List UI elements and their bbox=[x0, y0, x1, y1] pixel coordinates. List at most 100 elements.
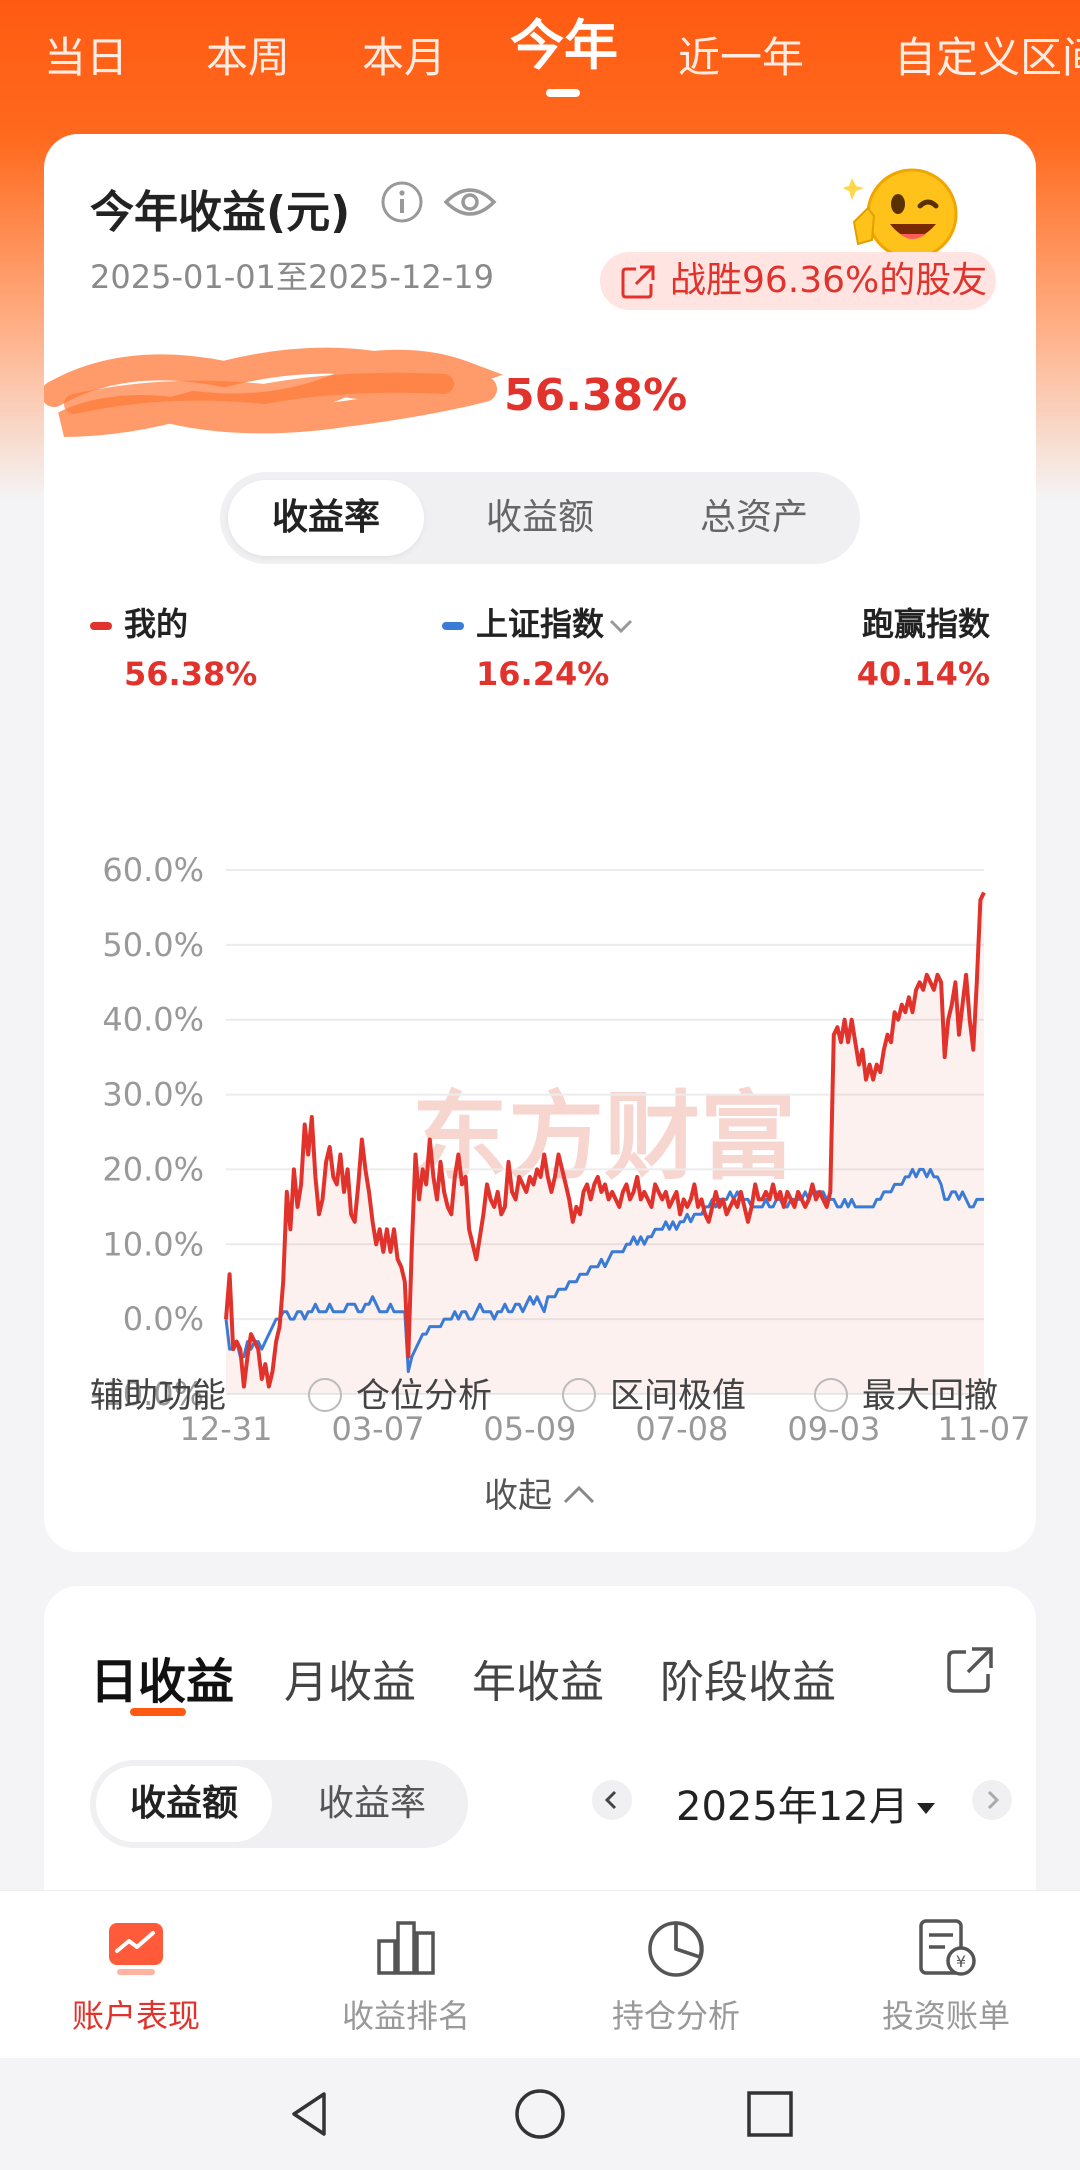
x-tick-label: 09-03 bbox=[787, 1410, 880, 1448]
returns-tab-indicator bbox=[130, 1708, 186, 1716]
period-tabs: 当日 本周 本月 今年 近一年 自定义区间 bbox=[0, 0, 1080, 120]
radio-icon[interactable] bbox=[308, 1378, 342, 1412]
aux-functions-label: 辅助功能 bbox=[90, 1376, 226, 1416]
summary-card: 今年收益(元) 2025-01-01至2025-12-19 战胜96.36%的股… bbox=[44, 134, 1036, 1552]
bar-ranking-icon bbox=[377, 1921, 435, 1975]
x-tick-label: 12-31 bbox=[180, 1410, 273, 1448]
export-icon[interactable] bbox=[944, 1644, 996, 1696]
metric-segmented-control: 收益率 收益额 总资产 bbox=[220, 472, 860, 564]
month-selector[interactable]: 2025年12月 bbox=[676, 1774, 935, 1832]
legend-mine-swatch bbox=[90, 622, 112, 630]
prev-month-button[interactable] bbox=[592, 1780, 632, 1820]
legend-index-swatch bbox=[442, 622, 464, 630]
hidden-amount-scribble bbox=[44, 347, 503, 437]
month-label: 2025年12月 bbox=[676, 1784, 909, 1830]
next-month-button[interactable] bbox=[972, 1780, 1012, 1820]
period-tab-month[interactable]: 本月 bbox=[362, 33, 447, 82]
recents-icon[interactable] bbox=[742, 2086, 798, 2142]
legend-outperform: 跑赢指数 40.14% bbox=[804, 604, 990, 694]
total-return-percent: 56.38% bbox=[504, 370, 688, 421]
date-range: 2025-01-01至2025-12-19 bbox=[90, 258, 494, 296]
bottom-nav-account-performance[interactable]: 账户表现 bbox=[36, 1917, 236, 2037]
chevron-right-icon bbox=[987, 1790, 1000, 1810]
aux-option-drawdown[interactable]: 最大回撤 bbox=[814, 1368, 998, 1417]
series-line-index bbox=[224, 1167, 984, 1373]
wink-emoji-icon bbox=[844, 168, 958, 260]
returns-tab-daily[interactable]: 日收益 bbox=[90, 1654, 235, 1710]
caret-down-icon bbox=[916, 1803, 935, 1814]
legend-index-label: 上证指数 bbox=[476, 605, 605, 643]
bottom-nav-investment-bill[interactable]: ¥ 投资账单 bbox=[846, 1917, 1046, 2037]
y-tick-label: 20.0% bbox=[102, 1150, 204, 1188]
y-tick-label: 0.0% bbox=[123, 1300, 204, 1338]
chart-trend-icon bbox=[109, 1923, 163, 1975]
chevron-up-icon bbox=[563, 1485, 595, 1504]
bottom-nav-label: 持仓分析 bbox=[611, 1997, 740, 2035]
home-icon[interactable] bbox=[512, 2086, 568, 2142]
chevron-left-icon bbox=[604, 1790, 617, 1810]
period-tab-custom[interactable]: 自定义区间 bbox=[894, 33, 1080, 82]
bottom-nav-holdings-analysis[interactable]: 持仓分析 bbox=[576, 1917, 776, 2037]
watermark-text: 东方财富 bbox=[412, 1081, 796, 1193]
period-tab-last-year[interactable]: 近一年 bbox=[678, 33, 805, 82]
bottom-nav-label: 收益排名 bbox=[341, 1997, 470, 2035]
y-tick-label: 30.0% bbox=[102, 1076, 204, 1114]
bottom-nav: 账户表现 收益排名 持仓分析 ¥ 投资账单 bbox=[0, 1890, 1080, 2058]
legend-index-value: 16.24% bbox=[476, 655, 610, 693]
eye-icon[interactable] bbox=[442, 182, 498, 222]
aux-option-extremes[interactable]: 区间极值 bbox=[562, 1368, 746, 1417]
month-navigator: 2025年12月 bbox=[592, 1772, 1012, 1836]
x-tick-label: 03-07 bbox=[331, 1410, 424, 1448]
metric-tab-return-amount[interactable]: 收益额 bbox=[485, 497, 594, 538]
aux-functions-row: 辅助功能 仓位分析 区间极值 最大回撤 bbox=[90, 1360, 1010, 1416]
legend-outperform-label: 跑赢指数 bbox=[861, 605, 990, 643]
period-tab-year[interactable]: 今年 bbox=[510, 14, 618, 77]
chevron-down-icon[interactable] bbox=[608, 616, 634, 636]
metric-tab-return-rate[interactable]: 收益率 bbox=[228, 480, 424, 556]
period-tab-today[interactable]: 当日 bbox=[44, 33, 129, 82]
legend-index[interactable]: 上证指数 16.24% bbox=[442, 604, 634, 694]
collapse-button[interactable]: 收起 bbox=[484, 1468, 596, 1517]
collapse-label: 收起 bbox=[484, 1476, 552, 1516]
system-nav-bar bbox=[0, 2058, 1080, 2170]
x-tick-label: 07-08 bbox=[635, 1410, 728, 1448]
metric-tab-total-assets[interactable]: 总资产 bbox=[699, 497, 808, 538]
beat-percent-badge[interactable]: 战胜96.36%的股友 bbox=[600, 252, 996, 310]
aux-option-position-label: 仓位分析 bbox=[356, 1376, 492, 1416]
aux-option-extremes-label: 区间极值 bbox=[610, 1376, 746, 1416]
returns-toggle-amount[interactable]: 收益额 bbox=[96, 1766, 272, 1842]
y-tick-label: 60.0% bbox=[102, 851, 204, 889]
returns-metric-toggle: 收益额 收益率 bbox=[90, 1760, 468, 1848]
period-tab-indicator bbox=[546, 89, 580, 97]
beat-percent-text: 战胜96.36%的股友 bbox=[670, 260, 988, 301]
y-tick-label: 50.0% bbox=[102, 926, 204, 964]
back-icon[interactable] bbox=[282, 2086, 338, 2142]
radio-icon[interactable] bbox=[814, 1378, 848, 1412]
returns-toggle-rate[interactable]: 收益率 bbox=[317, 1783, 426, 1824]
aux-option-drawdown-label: 最大回撤 bbox=[862, 1376, 998, 1416]
bottom-nav-label: 账户表现 bbox=[71, 1997, 200, 2035]
series-line-mine bbox=[224, 891, 986, 1389]
info-icon[interactable] bbox=[380, 180, 424, 224]
returns-tab-yearly[interactable]: 年收益 bbox=[472, 1657, 604, 1708]
mine-area-fill bbox=[226, 892, 984, 1394]
legend-mine-value: 56.38% bbox=[124, 655, 258, 693]
y-tick-label: -10.0% bbox=[91, 1375, 204, 1413]
bottom-nav-label: 投资账单 bbox=[881, 1997, 1010, 2035]
share-icon bbox=[621, 265, 655, 299]
y-tick-label: 40.0% bbox=[102, 1001, 204, 1039]
return-chart[interactable]: 东方财富 60.0% 50.0% 40.0% 30.0% 20.0% 10.0% 0.0% -1… bbox=[44, 694, 1036, 1474]
bottom-nav-return-ranking[interactable]: 收益排名 bbox=[306, 1917, 506, 2037]
radio-icon[interactable] bbox=[562, 1378, 596, 1412]
returns-tab-monthly[interactable]: 月收益 bbox=[284, 1657, 416, 1708]
pie-chart-icon bbox=[648, 1921, 704, 1977]
x-tick-label: 05-09 bbox=[483, 1410, 576, 1448]
aux-option-position[interactable]: 仓位分析 bbox=[308, 1368, 492, 1417]
svg-text:¥: ¥ bbox=[956, 1952, 966, 1971]
legend-mine: 我的 56.38% bbox=[90, 604, 257, 694]
y-tick-label: 10.0% bbox=[102, 1225, 204, 1263]
returns-tab-period[interactable]: 阶段收益 bbox=[660, 1657, 836, 1708]
returns-card: 日收益 月收益 年收益 阶段收益 收益额 收益率 2025年12月 bbox=[44, 1586, 1036, 1906]
period-tab-week[interactable]: 本周 bbox=[206, 33, 291, 82]
summary-title: 今年收益(元) bbox=[90, 187, 351, 238]
